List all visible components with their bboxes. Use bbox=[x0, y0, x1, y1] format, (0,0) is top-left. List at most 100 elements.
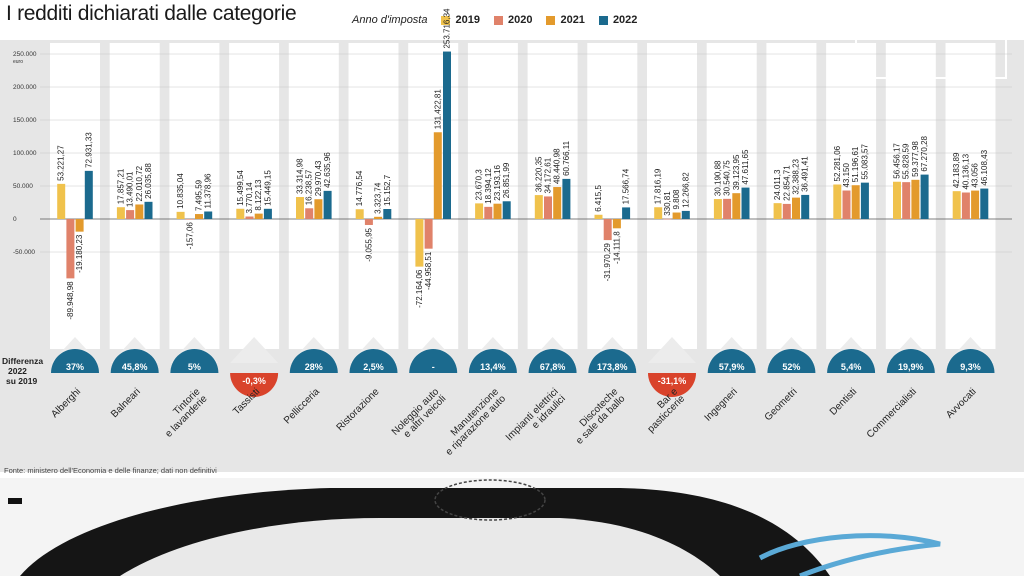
bar-value-label: 26.851,99 bbox=[502, 162, 511, 198]
bar bbox=[424, 219, 433, 249]
y-tick-label: 100.000 bbox=[13, 150, 37, 157]
bar-value-label: -31.970,29 bbox=[603, 243, 612, 282]
legend-label-2021: 2021 bbox=[560, 14, 585, 26]
bar bbox=[135, 204, 144, 219]
diff-badge bbox=[528, 349, 577, 373]
bar-value-label: -44.958,51 bbox=[424, 251, 433, 290]
bar bbox=[562, 178, 571, 219]
diff-peak bbox=[648, 337, 696, 363]
bar bbox=[493, 203, 502, 219]
diff-badge bbox=[349, 349, 398, 373]
bar-value-label: 17.857,21 bbox=[116, 168, 125, 204]
legend-item-2020: 2020 bbox=[493, 14, 533, 26]
bar bbox=[681, 210, 690, 219]
bar-chart: 250.000 200.000 150.000 100.000 50.000 0 -50.0… bbox=[0, 8, 1024, 472]
bar bbox=[612, 219, 621, 229]
diff-badge bbox=[110, 349, 159, 373]
diff-value: 37% bbox=[66, 362, 84, 372]
bar bbox=[773, 203, 782, 219]
y-tick-label: 250.000 bbox=[13, 51, 37, 58]
diff-badge bbox=[170, 349, 219, 373]
bar bbox=[801, 194, 810, 219]
column-panel bbox=[169, 43, 220, 349]
bar bbox=[75, 219, 84, 232]
bar-value-label: 47.611,65 bbox=[741, 149, 750, 185]
bar-value-label: 55.083,57 bbox=[860, 144, 869, 180]
photo-mark bbox=[8, 498, 22, 504]
bar bbox=[176, 211, 185, 219]
bar bbox=[263, 208, 272, 219]
bar bbox=[355, 209, 364, 219]
bar-value-label: -72.164,06 bbox=[415, 269, 424, 308]
legend-item-2019: 2019 bbox=[441, 14, 480, 26]
bar-value-label: 40.136,13 bbox=[961, 153, 970, 189]
diff-badge bbox=[707, 349, 756, 373]
bar-value-label: 131.422,81 bbox=[433, 89, 442, 130]
diff-value: 45,8% bbox=[122, 362, 148, 372]
y-tick-label: 50.000 bbox=[13, 183, 33, 190]
column-panel bbox=[587, 43, 638, 349]
bar bbox=[622, 207, 631, 219]
bar bbox=[553, 187, 562, 219]
bar bbox=[195, 214, 203, 219]
bar bbox=[484, 206, 493, 219]
bar-value-label: 30.190,88 bbox=[713, 160, 722, 196]
bar-value-label: 30.540,75 bbox=[723, 160, 732, 196]
diff-badge bbox=[588, 349, 637, 373]
bar-value-label: 22.854,71 bbox=[782, 165, 791, 201]
bar bbox=[502, 201, 511, 219]
bar-value-label: 6.415,5 bbox=[594, 185, 603, 212]
bar bbox=[116, 207, 125, 219]
legend-swatch-2019 bbox=[441, 15, 451, 25]
bar bbox=[323, 190, 332, 219]
bar bbox=[364, 219, 373, 225]
legend-item-2021: 2021 bbox=[546, 14, 585, 26]
bar-value-label: 52.281,06 bbox=[833, 145, 842, 181]
bar-value-label: -14.111,8 bbox=[612, 231, 621, 264]
bar-value-label: 46.108,43 bbox=[980, 149, 989, 185]
bar bbox=[57, 183, 66, 219]
diff-value: - bbox=[432, 362, 435, 372]
bar-value-label: 330,81 bbox=[663, 191, 672, 216]
bar bbox=[84, 170, 93, 219]
bar-value-label: 3.770,14 bbox=[245, 182, 254, 214]
bar-value-label: 32.388,23 bbox=[792, 158, 801, 194]
bar bbox=[314, 199, 323, 219]
bar-value-label: 36.220,35 bbox=[534, 156, 543, 192]
bar bbox=[663, 218, 672, 220]
bar-value-label: 26.035,88 bbox=[144, 163, 153, 199]
bar-value-label: 23.670,3 bbox=[475, 169, 484, 201]
bar-value-label: 34.172,61 bbox=[544, 157, 553, 193]
bar bbox=[603, 219, 612, 241]
bar bbox=[842, 190, 851, 219]
diff-badge bbox=[409, 349, 458, 373]
bar-value-label: 253.716,34 bbox=[443, 8, 452, 49]
bar-value-label: 59.377,98 bbox=[911, 141, 920, 177]
diff-value: 52% bbox=[782, 362, 800, 372]
bar bbox=[296, 197, 304, 219]
bar bbox=[654, 207, 663, 219]
bar-value-label: 36.491,41 bbox=[801, 156, 810, 192]
legend-label-2020: 2020 bbox=[507, 14, 533, 26]
diff-value: 67,8% bbox=[540, 362, 566, 372]
photo-frame bbox=[855, 17, 1007, 79]
bar-value-label: 9.808 bbox=[672, 189, 681, 210]
diff-value: 2,5% bbox=[363, 362, 384, 372]
column-panel bbox=[109, 43, 160, 349]
bar-value-label: 43.056 bbox=[971, 163, 980, 188]
bar-value-label: 39.123,95 bbox=[732, 154, 741, 190]
diff-badge bbox=[468, 349, 517, 373]
bar bbox=[741, 187, 750, 219]
bar bbox=[144, 201, 153, 219]
bar bbox=[126, 210, 135, 219]
bar-value-label: -89.948,98 bbox=[66, 281, 75, 320]
y-tick-label: 0 bbox=[13, 216, 17, 223]
bar-value-label: 18.394,12 bbox=[484, 168, 493, 204]
bar-value-label: -157,06 bbox=[185, 222, 194, 250]
bar-value-label: -9.055,95 bbox=[364, 227, 373, 261]
bar-value-label: 42.183,89 bbox=[952, 152, 961, 188]
bar bbox=[860, 182, 869, 219]
bar-value-label: 53.221,27 bbox=[57, 145, 66, 181]
bar bbox=[902, 182, 911, 219]
bar bbox=[782, 203, 791, 219]
